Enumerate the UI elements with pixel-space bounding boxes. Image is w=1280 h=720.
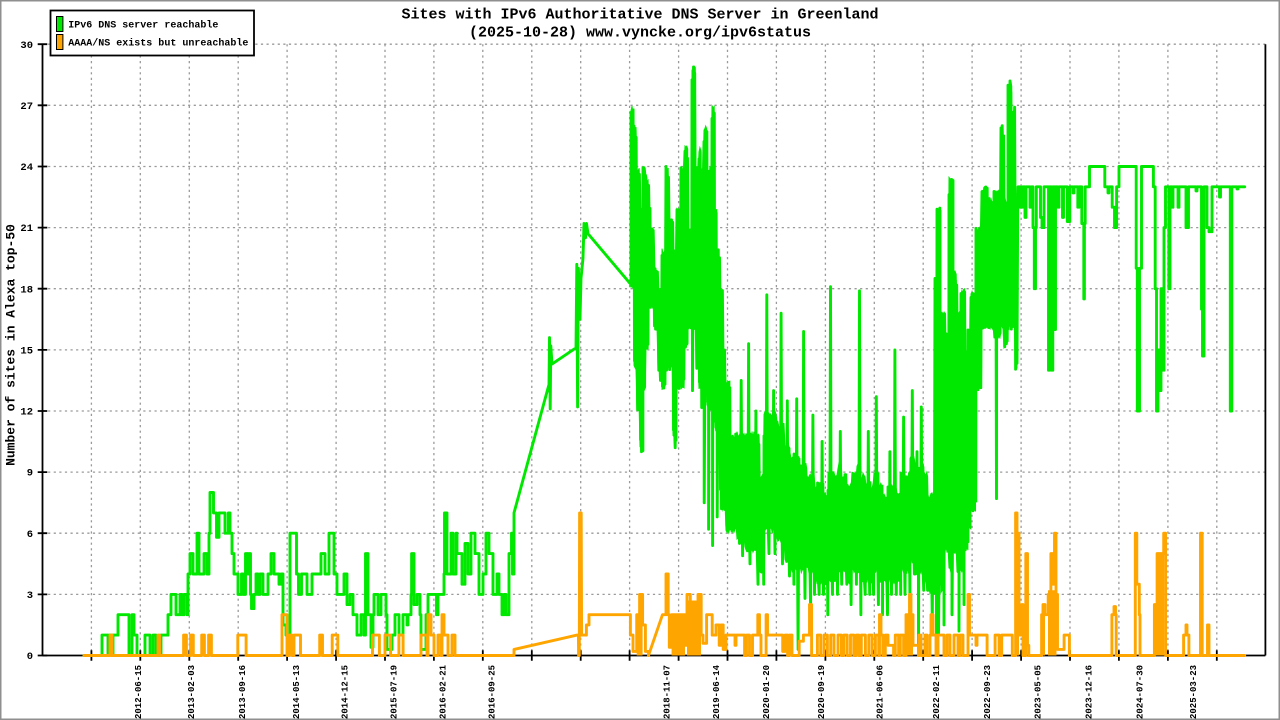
svg-text:3: 3 [27, 590, 33, 602]
svg-text:15: 15 [20, 346, 33, 358]
svg-text:Number of sites in Alexa top-5: Number of sites in Alexa top-50 [4, 224, 19, 466]
svg-text:Sites with IPv6 Authoritative: Sites with IPv6 Authoritative DNS Server… [401, 7, 878, 24]
svg-text:2016-09-25: 2016-09-25 [488, 665, 498, 719]
svg-text:24: 24 [20, 162, 33, 174]
svg-text:6: 6 [27, 529, 33, 541]
svg-text:2025-03-23: 2025-03-23 [1189, 665, 1199, 719]
svg-text:2016-02-21: 2016-02-21 [439, 664, 449, 719]
svg-text:2012-06-15: 2012-06-15 [134, 665, 144, 719]
svg-text:27: 27 [20, 101, 33, 113]
svg-text:2014-12-15: 2014-12-15 [341, 665, 351, 719]
svg-text:2023-12-16: 2023-12-16 [1084, 665, 1094, 719]
svg-text:9: 9 [27, 468, 33, 480]
svg-text:2020-01-20: 2020-01-20 [762, 665, 772, 719]
svg-text:AAAA/NS exists but unreachable: AAAA/NS exists but unreachable [68, 37, 248, 49]
svg-text:2024-07-30: 2024-07-30 [1136, 665, 1146, 719]
svg-text:0: 0 [27, 651, 33, 663]
svg-text:2015-07-19: 2015-07-19 [390, 665, 400, 719]
svg-text:2021-06-06: 2021-06-06 [876, 665, 886, 719]
svg-text:30: 30 [20, 40, 33, 52]
svg-text:2018-11-07: 2018-11-07 [663, 665, 673, 719]
svg-text:2019-06-14: 2019-06-14 [712, 664, 722, 719]
svg-text:2023-05-05: 2023-05-05 [1033, 665, 1043, 719]
svg-text:IPv6 DNS server reachable: IPv6 DNS server reachable [68, 19, 218, 31]
svg-text:(2025-10-28) www.vyncke.org/ip: (2025-10-28) www.vyncke.org/ipv6status [469, 25, 811, 42]
svg-text:2020-09-19: 2020-09-19 [817, 665, 827, 719]
svg-text:2022-09-23: 2022-09-23 [983, 665, 993, 719]
svg-text:18: 18 [20, 284, 33, 296]
svg-text:2013-02-03: 2013-02-03 [187, 665, 197, 719]
svg-text:2022-02-11: 2022-02-11 [932, 664, 942, 719]
svg-text:2013-09-16: 2013-09-16 [238, 665, 248, 719]
svg-text:12: 12 [20, 407, 33, 419]
svg-text:2014-05-13: 2014-05-13 [292, 665, 302, 719]
svg-text:21: 21 [20, 223, 33, 235]
